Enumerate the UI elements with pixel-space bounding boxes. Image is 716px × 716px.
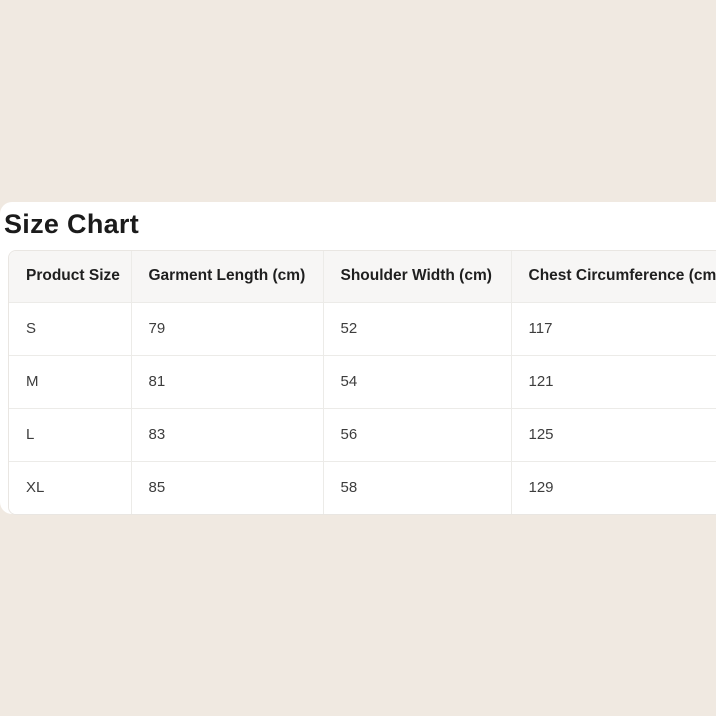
cell-shoulder-width: 56 — [322, 407, 511, 461]
cell-shoulder-width: 58 — [322, 460, 511, 514]
table-row-m: M 81 54 121 — [9, 354, 716, 408]
size-chart-card: Product Size Garment Length (cm) Shoulde… — [8, 250, 716, 515]
size-chart-section: Size Chart Product Size Garment Length (… — [0, 202, 716, 515]
cell-size: XL — [9, 460, 131, 514]
header-cell-product-size: Product Size — [9, 251, 131, 302]
table-row-s: S 79 52 117 — [9, 301, 716, 355]
cell-garment-length: 85 — [130, 460, 323, 514]
header-cell-chest-circumference: Chest Circumference (cm) — [510, 251, 716, 302]
header-cell-shoulder-width: Shoulder Width (cm) — [322, 251, 511, 302]
cell-garment-length: 81 — [130, 354, 323, 408]
cell-size: M — [9, 354, 131, 408]
table-row-l: L 83 56 125 — [9, 407, 716, 461]
cell-chest-circumference: 129 — [510, 460, 716, 514]
table-row-xl: XL 85 58 129 — [9, 460, 716, 514]
cell-garment-length: 79 — [130, 301, 323, 355]
cell-size: L — [9, 407, 131, 461]
cell-chest-circumference: 125 — [510, 407, 716, 461]
size-chart-table: Product Size Garment Length (cm) Shoulde… — [9, 251, 716, 514]
cell-chest-circumference: 121 — [510, 354, 716, 408]
cell-shoulder-width: 52 — [322, 301, 511, 355]
cell-chest-circumference: 117 — [510, 301, 716, 355]
header-cell-garment-length: Garment Length (cm) — [130, 251, 323, 302]
page-title: Size Chart — [4, 209, 140, 239]
cell-shoulder-width: 54 — [322, 354, 511, 408]
table-header-row: Product Size Garment Length (cm) Shoulde… — [9, 251, 716, 302]
cell-size: S — [9, 301, 131, 355]
cell-garment-length: 83 — [130, 407, 323, 461]
